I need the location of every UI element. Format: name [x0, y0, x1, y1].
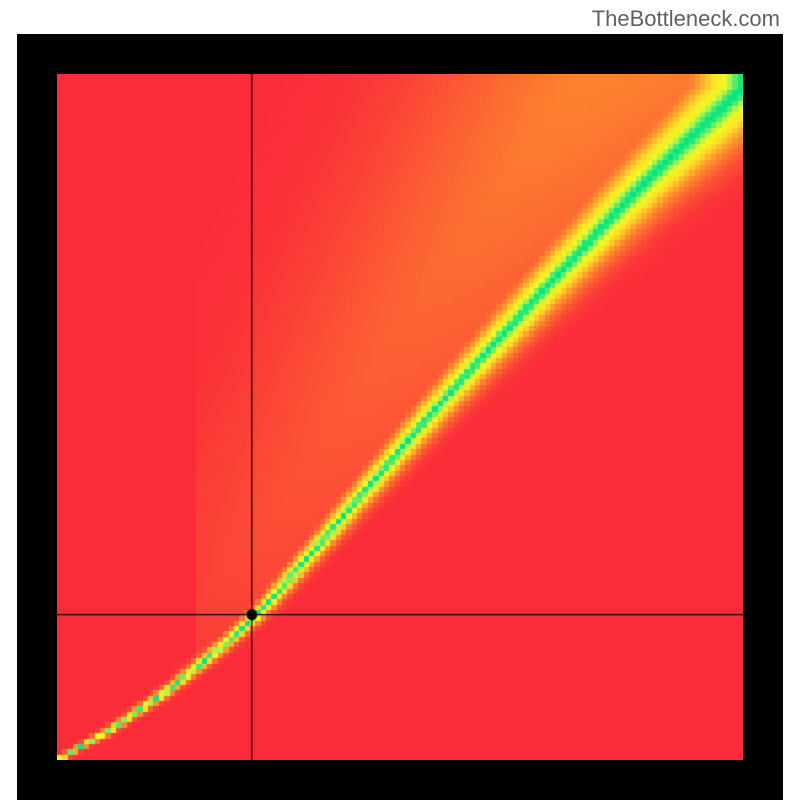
watermark-text: TheBottleneck.com: [592, 6, 780, 32]
crosshair-overlay: [57, 74, 743, 760]
chart-frame: [17, 34, 783, 800]
